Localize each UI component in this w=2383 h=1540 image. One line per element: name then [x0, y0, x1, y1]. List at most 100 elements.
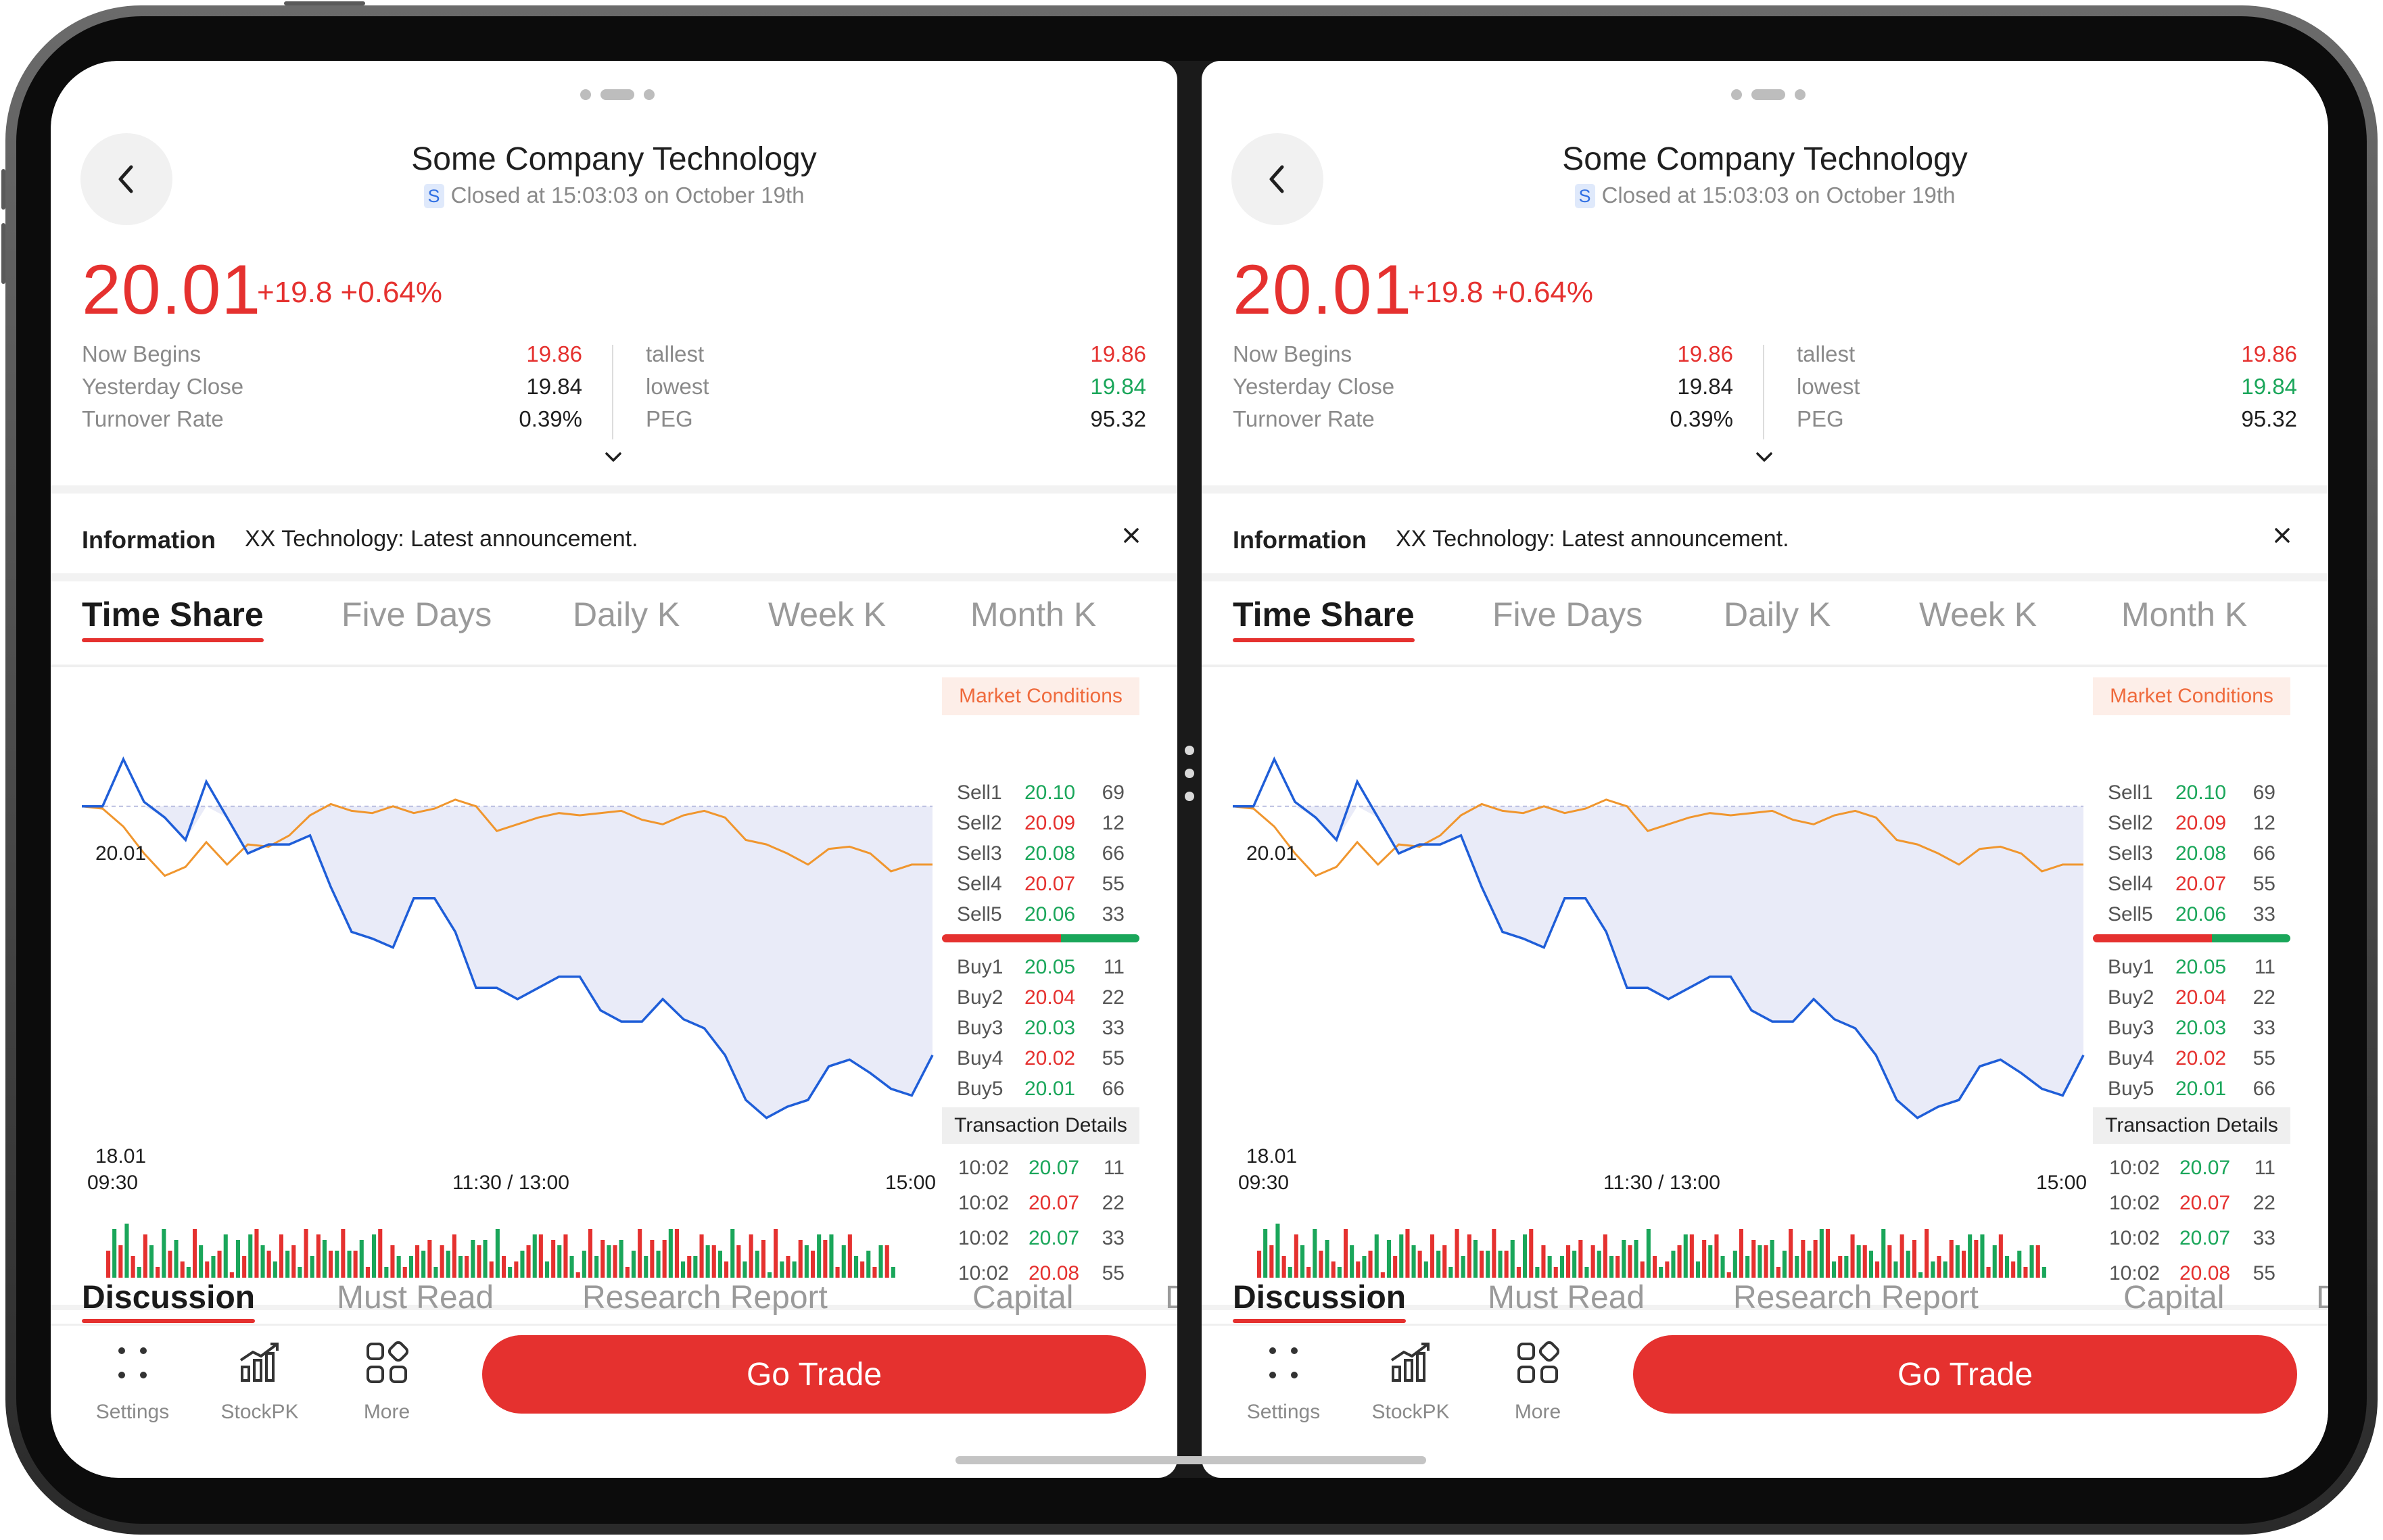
- transaction-details-header[interactable]: Transaction Details: [2093, 1107, 2290, 1144]
- status-text: Closed at 15:03:03 on October 19th: [1601, 183, 1956, 208]
- info-announcement[interactable]: XX Technology: Latest announcement.: [245, 526, 638, 552]
- stat-value: 19.86: [2241, 341, 2297, 366]
- tx-qty: 33: [1102, 1227, 1125, 1249]
- volume-bar: [106, 1251, 111, 1278]
- settings-button[interactable]: Settings: [82, 1339, 183, 1424]
- tab-must-read[interactable]: Must Read: [1488, 1280, 1645, 1316]
- volume-bar: [390, 1245, 395, 1278]
- tab-datu[interactable]: Datu: [2316, 1280, 2328, 1316]
- stockpk-button[interactable]: StockPK: [1360, 1339, 1461, 1424]
- volume-bar: [1708, 1245, 1713, 1278]
- split-view-handle[interactable]: [1185, 746, 1194, 813]
- tx-qty: 22: [1102, 1192, 1125, 1214]
- tab-capital[interactable]: Capital: [2123, 1280, 2225, 1316]
- tx-qty: 33: [2252, 1227, 2275, 1249]
- volume-bar: [1782, 1251, 1787, 1278]
- more-button[interactable]: More: [1487, 1339, 1588, 1424]
- stockpk-button[interactable]: StockPK: [209, 1339, 310, 1424]
- tab-discussion[interactable]: Discussion: [1233, 1280, 1407, 1323]
- average-price-line: [1233, 798, 2083, 877]
- time-end-label: 15:00: [2036, 1172, 2087, 1194]
- volume-bar: [786, 1256, 791, 1278]
- more-button[interactable]: More: [336, 1339, 438, 1424]
- stat-label: PEG: [646, 406, 693, 431]
- sell-ratio: [942, 934, 1061, 942]
- volume-bar: [1918, 1272, 1923, 1278]
- volume-bar: [563, 1234, 568, 1278]
- buy-row: Buy5 20.01 66: [942, 1074, 1139, 1104]
- stat-value: 19.84: [2241, 374, 2297, 399]
- tab-five-days[interactable]: Five Days: [341, 596, 492, 633]
- volume-bar: [1541, 1245, 1546, 1278]
- stat-value: 95.32: [2241, 406, 2297, 431]
- volume-bar: [433, 1267, 438, 1278]
- go-trade-button[interactable]: Go Trade: [1633, 1335, 2297, 1414]
- tab-week-k[interactable]: Week K: [768, 596, 887, 633]
- back-button[interactable]: [1231, 133, 1323, 225]
- volume-bar: [1455, 1229, 1459, 1278]
- order-label: Sell4: [957, 873, 1002, 895]
- stat-label: lowest: [1797, 374, 1860, 399]
- section-separator: [1202, 485, 2328, 494]
- tab-daily-k[interactable]: Daily K: [573, 596, 680, 633]
- time-start-label: 09:30: [87, 1172, 139, 1194]
- window-handle[interactable]: [580, 87, 655, 101]
- tab-research-report[interactable]: Research Report: [1733, 1280, 1979, 1316]
- tab-daily-k[interactable]: Daily K: [1724, 596, 1831, 633]
- tabs-divider: [1202, 665, 2328, 667]
- volume-bar: [137, 1267, 141, 1278]
- tab-must-read[interactable]: Must Read: [337, 1280, 494, 1316]
- chevron-down-icon[interactable]: [598, 448, 628, 468]
- tab-time-share[interactable]: Time Share: [82, 596, 264, 642]
- tab-month-k[interactable]: Month K: [970, 596, 1097, 633]
- volume-bar: [613, 1245, 617, 1278]
- tab-discussion[interactable]: Discussion: [82, 1280, 256, 1323]
- tab-five-days[interactable]: Five Days: [1492, 596, 1643, 633]
- tab-time-share[interactable]: Time Share: [1233, 596, 1415, 642]
- settings-dots-icon: [118, 1347, 147, 1378]
- back-arrow-icon: [1269, 165, 1284, 193]
- volume-bar: [1992, 1245, 1997, 1278]
- volume-bar: [1331, 1261, 1336, 1278]
- volume-bar: [1862, 1245, 1867, 1278]
- volume-bar: [291, 1245, 296, 1278]
- volume-bar: [693, 1256, 698, 1278]
- back-button[interactable]: [80, 133, 172, 225]
- volume-bar: [242, 1256, 247, 1278]
- close-icon[interactable]: [2270, 523, 2294, 548]
- window-handle[interactable]: [1731, 87, 1806, 101]
- close-icon[interactable]: [1119, 523, 1143, 548]
- info-announcement[interactable]: XX Technology: Latest announcement.: [1396, 526, 1789, 552]
- volume-bar: [427, 1240, 432, 1278]
- stat-value: 19.86: [1677, 341, 1733, 366]
- tx-price: 20.07: [1029, 1227, 1080, 1249]
- volume-bar: [1535, 1267, 1540, 1278]
- tab-datu[interactable]: Datu: [1165, 1280, 1177, 1316]
- volume-bar: [118, 1245, 123, 1278]
- tab-week-k[interactable]: Week K: [1919, 596, 2037, 633]
- tab-month-k[interactable]: Month K: [2121, 596, 2248, 633]
- market-conditions-header[interactable]: Market Conditions: [942, 677, 1139, 715]
- sell-row: Sell2 20.09 12: [942, 808, 1139, 838]
- volume-bar: [1263, 1229, 1268, 1278]
- chevron-down-icon[interactable]: [1749, 448, 1779, 468]
- time-share-chart[interactable]: [82, 669, 934, 1298]
- stat-value: 19.84: [1090, 374, 1146, 399]
- tab-research-report[interactable]: Research Report: [582, 1280, 828, 1316]
- buy-row: Buy3 20.03 33: [2093, 1013, 2290, 1043]
- volume-bar: [724, 1261, 729, 1278]
- order-qty: 12: [2252, 812, 2275, 834]
- volume-bar: [1757, 1245, 1762, 1278]
- volume-bar: [1294, 1234, 1298, 1278]
- home-indicator[interactable]: [955, 1456, 1426, 1464]
- order-qty: 33: [2252, 1017, 2275, 1039]
- time-share-chart[interactable]: [1233, 669, 2085, 1298]
- tab-capital[interactable]: Capital: [972, 1280, 1074, 1316]
- order-price: 20.08: [2175, 842, 2227, 865]
- go-trade-button[interactable]: Go Trade: [482, 1335, 1146, 1414]
- market-conditions-header[interactable]: Market Conditions: [2093, 677, 2290, 715]
- transaction-details-header[interactable]: Transaction Details: [942, 1107, 1139, 1144]
- volume-bar: [804, 1245, 809, 1278]
- tx-time: 10:02: [2109, 1227, 2161, 1249]
- settings-button[interactable]: Settings: [1233, 1339, 1334, 1424]
